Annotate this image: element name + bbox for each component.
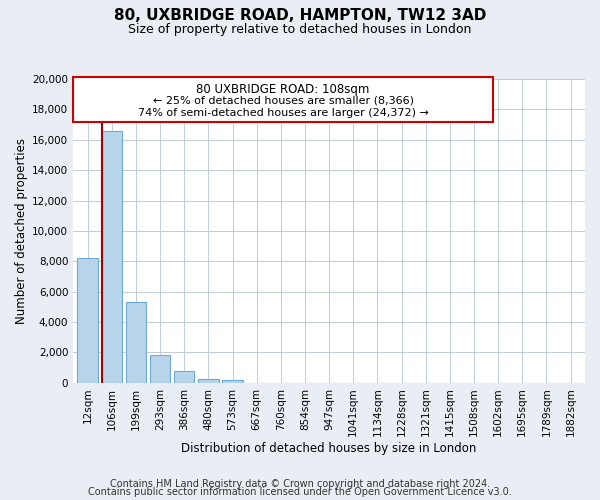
X-axis label: Distribution of detached houses by size in London: Distribution of detached houses by size … [181,442,477,455]
Bar [222,380,243,383]
Text: 80, UXBRIDGE ROAD, HAMPTON, TW12 3AD: 80, UXBRIDGE ROAD, HAMPTON, TW12 3AD [114,8,486,22]
Text: Contains public sector information licensed under the Open Government Licence v3: Contains public sector information licen… [88,487,512,497]
Y-axis label: Number of detached properties: Number of detached properties [15,138,28,324]
Text: ← 25% of detached houses are smaller (8,366): ← 25% of detached houses are smaller (8,… [152,96,413,106]
Bar [174,372,194,383]
Text: 74% of semi-detached houses are larger (24,372) →: 74% of semi-detached houses are larger (… [137,108,428,118]
Bar [198,379,218,383]
Bar [101,130,122,383]
Bar [77,258,98,383]
Text: 80 UXBRIDGE ROAD: 108sqm: 80 UXBRIDGE ROAD: 108sqm [196,82,370,96]
Text: Size of property relative to detached houses in London: Size of property relative to detached ho… [128,22,472,36]
Bar [125,302,146,383]
Bar [150,356,170,383]
Text: Contains HM Land Registry data © Crown copyright and database right 2024.: Contains HM Land Registry data © Crown c… [110,479,490,489]
